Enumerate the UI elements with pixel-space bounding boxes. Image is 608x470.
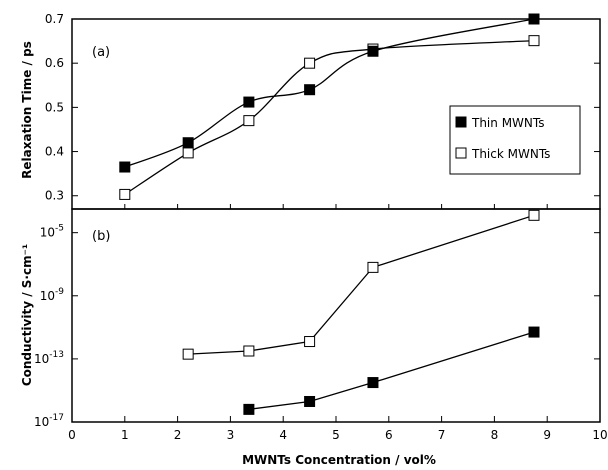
x-tick-label: 5 [332, 428, 340, 442]
x-tick-label: 9 [543, 428, 551, 442]
panel-a-y-tick-label: 0.4 [45, 145, 64, 159]
x-tick-label: 4 [279, 428, 287, 442]
panel-a-y-tick-label: 0.5 [45, 100, 64, 114]
legend-entry-thin: Thin MWNTs [471, 116, 544, 130]
panel-b-thin-mwnts-point [529, 327, 539, 337]
x-tick-label: 1 [121, 428, 129, 442]
panel-b-thick-mwnts-point [368, 262, 378, 272]
panel-a-label: (a) [92, 45, 110, 60]
panel-b-thin-mwnts-point [244, 404, 254, 414]
panel-b-thick-mwnts-point [183, 349, 193, 359]
panel-a-y-tick-label: 0.3 [45, 189, 64, 203]
panel-b-thick-mwnts-point [305, 337, 315, 347]
legend-filled-square-marker [456, 117, 466, 127]
x-tick-label: 2 [174, 428, 182, 442]
x-axis-label: MWNTs Concentration / vol% [242, 453, 436, 467]
panel-b-y-tick-label: 10-9 [40, 287, 65, 303]
panel-a-thick-mwnts-point [244, 116, 254, 126]
panel-b-y-tick-label: 10-13 [34, 350, 64, 366]
panel-b-thick-mwnts-line [188, 215, 534, 354]
panel-a-thin-mwnts-point [529, 14, 539, 24]
panel-a-thick-mwnts-point [120, 189, 130, 199]
panel-b-label: (b) [92, 229, 110, 244]
panel-a-thin-mwnts-point [244, 97, 254, 107]
x-tick-label: 7 [438, 428, 446, 442]
x-tick-label: 3 [227, 428, 235, 442]
panel-a-thin-mwnts-point [368, 46, 378, 56]
x-tick-label: 8 [491, 428, 499, 442]
panel-b-thick-mwnts-point [244, 346, 254, 356]
panel-b-y-axis-label: Conductivity / S·cm⁻¹ [20, 244, 34, 386]
x-tick-label: 10 [592, 428, 607, 442]
panel-a-y-tick-label: 0.7 [45, 12, 64, 26]
legend: Thin MWNTs Thick MWNTs [450, 106, 580, 174]
panel-a-thin-mwnts-point [183, 138, 193, 148]
panel-a-thin-mwnts-point [120, 162, 130, 172]
panel-a-thin-mwnts-point [305, 85, 315, 95]
panel-b-thin-mwnts-line [249, 332, 534, 409]
legend-entry-thick: Thick MWNTs [471, 147, 550, 161]
panel-b-frame [72, 209, 600, 422]
panel-b-thin-mwnts-point [368, 378, 378, 388]
x-tick-label: 0 [68, 428, 76, 442]
panel-b-thick-mwnts-point [529, 210, 539, 220]
x-tick-label: 6 [385, 428, 393, 442]
panel-b-y-tick-label: 10-17 [34, 413, 64, 429]
legend-open-square-marker [456, 148, 466, 158]
panel-a-thick-mwnts-point [529, 36, 539, 46]
panel-a-thick-mwnts-point [183, 148, 193, 158]
panel-a-y-tick-label: 0.6 [45, 56, 64, 70]
panel-b-plot: 0 1 2 3 4 5 6 7 8 9 10 10-5 10-9 10-13 10-17 [34, 210, 608, 442]
panel-b-y-tick-label: 10-5 [40, 224, 64, 240]
panel-a-thick-mwnts-point [305, 58, 315, 68]
panel-a-y-axis-label: Relaxation Time / ps [20, 41, 34, 179]
panel-b-thin-mwnts-point [305, 396, 315, 406]
